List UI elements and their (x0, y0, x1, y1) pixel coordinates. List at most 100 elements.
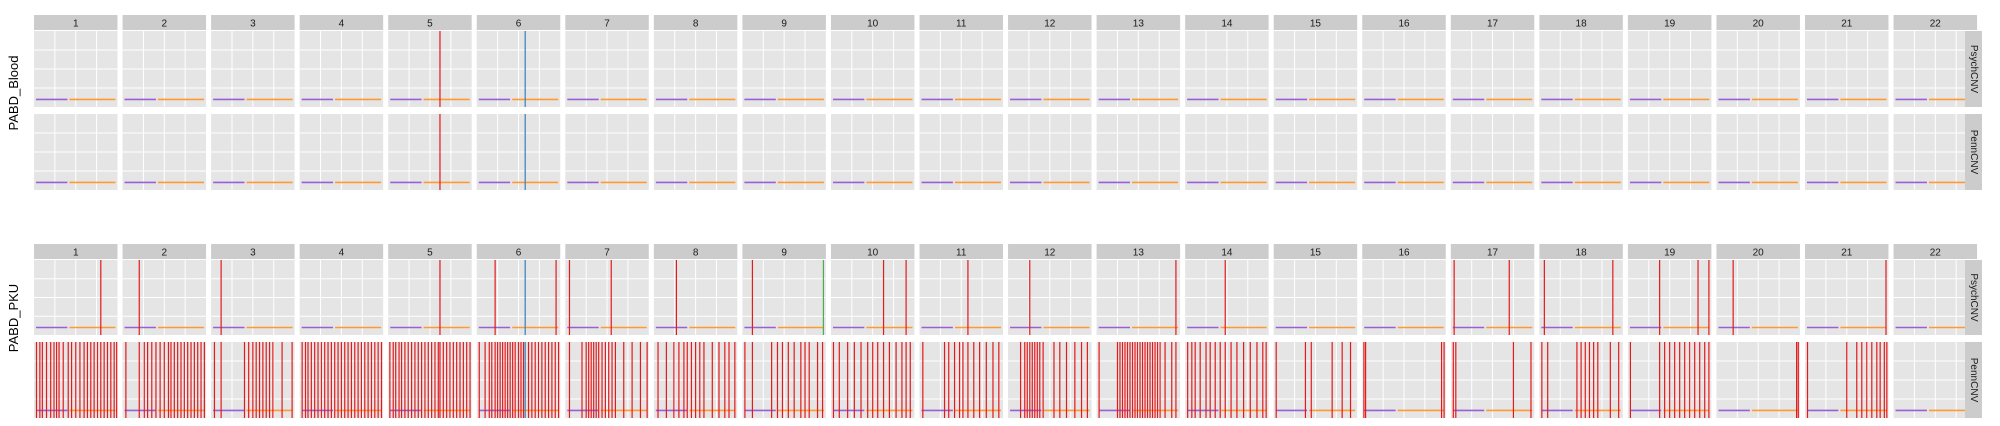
panel-chr12-penncnv (1008, 342, 1092, 418)
panel-chr8-penncnv (653, 114, 738, 190)
panel-chr20-psychcnv (1716, 260, 1800, 335)
chromosome-strip (1805, 244, 1889, 259)
chromosome-strip (1185, 244, 1269, 259)
chromosome-strip (476, 244, 561, 259)
panel-chr11-penncnv (919, 342, 1003, 418)
chromosome-label: 20 (1753, 248, 1765, 259)
chromosome-label: 18 (1576, 19, 1588, 30)
row-label: PABD_PKU (6, 284, 21, 352)
panel-chr11-psychcnv (919, 260, 1003, 335)
panel-chr4-psychcnv (299, 260, 384, 335)
chromosome-strip (919, 244, 1003, 259)
panel-chr11-penncnv (919, 114, 1003, 190)
chromosome-strip (1539, 15, 1623, 30)
panel-chr2-penncnv (122, 342, 207, 418)
panel-chr3-penncnv (211, 114, 295, 190)
panel-chr5-psychcnv (388, 31, 472, 107)
panel-chr10-penncnv (830, 342, 915, 418)
chromosome-label: 5 (427, 19, 433, 30)
chromosome-label: 1 (73, 19, 79, 30)
chromosome-label: 22 (1930, 248, 1942, 259)
panel-chr1-penncnv (34, 114, 118, 190)
chromosome-strip (1716, 244, 1800, 259)
panel-chr10-psychcnv (830, 260, 915, 335)
chromosome-label: 11 (956, 248, 967, 259)
chromosome-strip (919, 15, 1003, 30)
panel-chr8-psychcnv (653, 260, 738, 335)
chromosome-label: 12 (1044, 19, 1056, 30)
chromosome-strip (1273, 15, 1358, 30)
chromosome-label: 8 (693, 248, 699, 259)
chromosome-strip (653, 244, 738, 259)
chromosome-label: 9 (781, 248, 787, 259)
panel-chr4-psychcnv (299, 31, 384, 107)
chromosome-strip (211, 244, 295, 259)
chromosome-strip (742, 244, 826, 259)
panel-chr20-penncnv (1716, 114, 1800, 190)
chromosome-strip (476, 15, 561, 30)
chromosome-strip (1627, 15, 1712, 30)
chromosome-strip (1450, 15, 1535, 30)
chromosome-strip (1096, 244, 1181, 259)
chromosome-label: 14 (1221, 19, 1233, 30)
panel-chr12-psychcnv (1008, 260, 1092, 335)
panel-chr19-psychcnv (1627, 260, 1712, 335)
panel-chr14-penncnv (1185, 342, 1269, 418)
chromosome-label: 17 (1487, 248, 1499, 259)
panel-chr16-penncnv (1362, 114, 1446, 190)
chromosome-label: 19 (1664, 248, 1676, 259)
panel-chr15-psychcnv (1273, 31, 1358, 107)
panel-chr8-penncnv (653, 342, 738, 418)
panel-chr17-penncnv (1450, 342, 1535, 418)
chromosome-label: 5 (427, 248, 433, 259)
panel-chr7-psychcnv (565, 31, 649, 107)
panel-chr22-penncnv (1893, 342, 1978, 418)
chromosome-strip (1362, 244, 1446, 259)
chromosome-strip (388, 15, 472, 30)
chromosome-strip (1008, 15, 1092, 30)
panel-chr17-penncnv (1450, 114, 1535, 190)
chromosome-strip (122, 244, 207, 259)
panel-chr2-psychcnv (122, 31, 207, 107)
chromosome-strip (1008, 244, 1092, 259)
panel-chr6-psychcnv (476, 31, 561, 107)
chromosome-strip (565, 244, 649, 259)
chromosome-label: 7 (604, 19, 610, 30)
panel-chr13-penncnv (1096, 114, 1181, 190)
panel-chr16-psychcnv (1362, 31, 1446, 107)
panel-chr14-psychcnv (1185, 260, 1269, 335)
chromosome-strip (830, 15, 915, 30)
method-strip (1965, 260, 1982, 335)
panel-chr3-psychcnv (211, 31, 295, 107)
panel-chr22-psychcnv (1893, 31, 1978, 107)
chromosome-label: 14 (1221, 248, 1233, 259)
chromosome-label: 13 (1133, 248, 1145, 259)
chromosome-strip (1716, 15, 1800, 30)
panel-chr15-psychcnv (1273, 260, 1358, 335)
panel-chr19-penncnv (1627, 342, 1712, 418)
method-label: PennCNV (1968, 130, 1979, 175)
panel-chr9-penncnv (742, 114, 826, 190)
panel-chr17-psychcnv (1450, 260, 1535, 335)
panel-chr16-penncnv (1362, 342, 1446, 418)
chromosome-label: 6 (516, 19, 522, 30)
chromosome-label: 10 (867, 248, 879, 259)
chromosome-label: 21 (1841, 19, 1853, 30)
panel-chr1-penncnv (34, 342, 118, 418)
chromosome-strip (299, 244, 384, 259)
panel-chr6-penncnv (476, 342, 561, 418)
panel-chr21-penncnv (1805, 342, 1889, 418)
chromosome-label: 3 (250, 19, 256, 30)
panel-chr12-psychcnv (1008, 31, 1092, 107)
panel-chr13-penncnv (1096, 342, 1181, 418)
chromosome-strip (1627, 244, 1712, 259)
chromosome-strip (388, 244, 472, 259)
chromosome-label: 7 (604, 248, 610, 259)
chromosome-strip (830, 244, 915, 259)
chromosome-label: 18 (1576, 248, 1588, 259)
panel-chr21-psychcnv (1805, 31, 1889, 107)
panel-chr3-penncnv (211, 342, 295, 418)
chromosome-label: 10 (867, 19, 879, 30)
panel-chr7-psychcnv (565, 260, 649, 335)
